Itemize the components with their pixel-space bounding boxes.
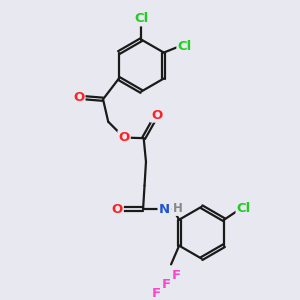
Text: H: H: [173, 202, 183, 215]
Text: F: F: [172, 269, 181, 282]
Text: F: F: [161, 278, 170, 291]
Text: Cl: Cl: [236, 202, 251, 215]
Text: N: N: [159, 202, 170, 216]
Text: O: O: [151, 109, 162, 122]
Text: O: O: [112, 202, 123, 216]
Text: F: F: [152, 287, 160, 300]
Text: Cl: Cl: [177, 40, 192, 53]
Text: Cl: Cl: [134, 12, 148, 26]
Text: O: O: [73, 91, 85, 104]
Text: O: O: [118, 131, 130, 144]
